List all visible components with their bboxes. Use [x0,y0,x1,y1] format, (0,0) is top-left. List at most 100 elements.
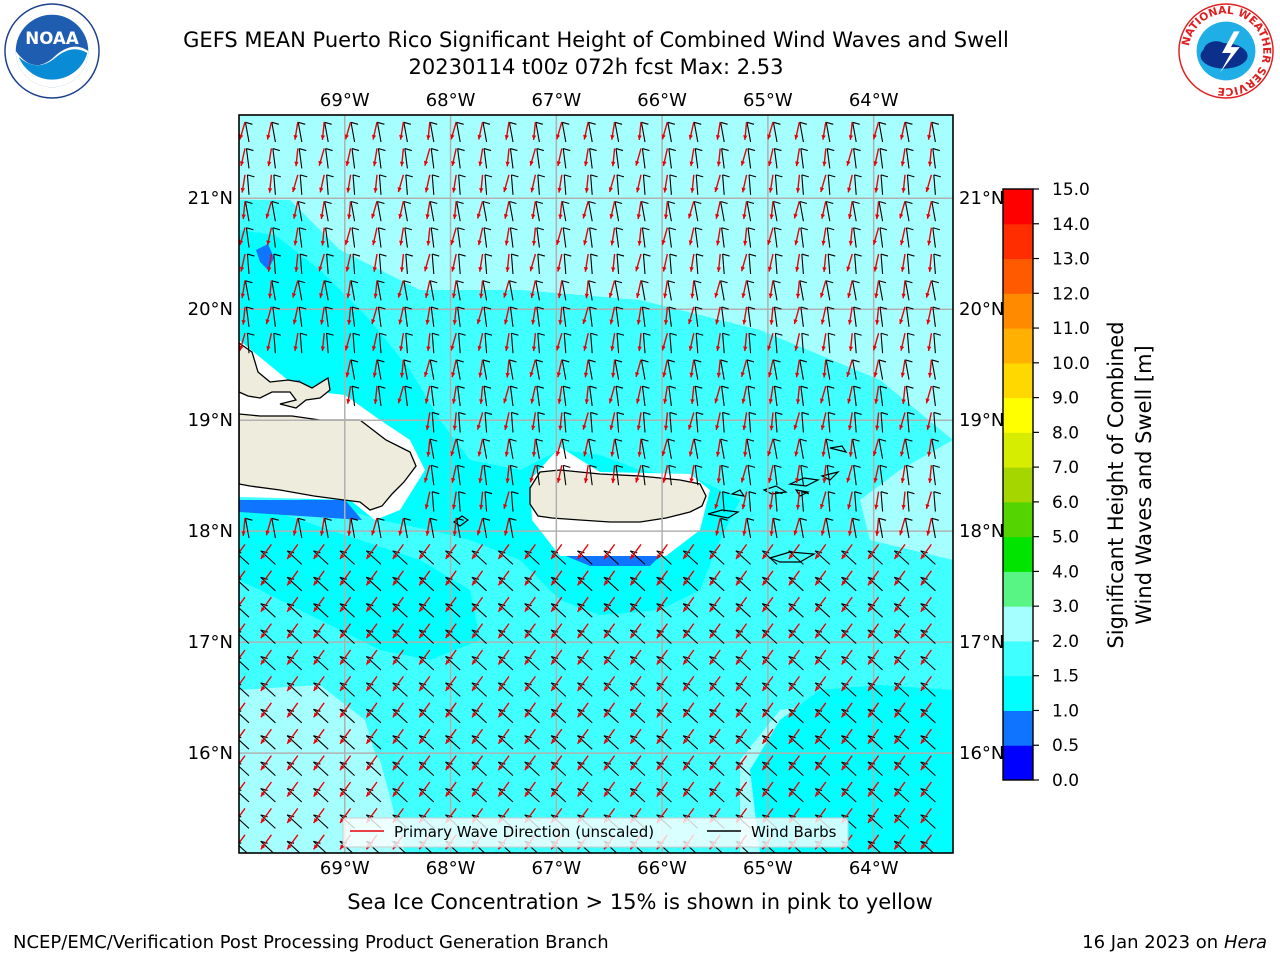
wind-barb-flag [524,629,532,633]
wave-arrow-head [709,554,715,559]
wave-arrow-head [768,187,774,193]
wind-barb [324,518,329,539]
wind-barb-flag [431,306,439,310]
wind-barb [893,603,910,618]
wind-barb [536,465,540,486]
wind-barb [799,359,804,380]
colorbar-swatch [1003,293,1033,329]
wind-barb-flag [483,227,492,231]
wind-barb-flag [709,814,717,818]
wind-barb-flag [906,385,914,389]
wave-arrow-head [820,319,825,325]
wind-barb-flag [352,253,361,257]
wave-arrow-head [736,633,741,639]
wave-arrow-head [318,160,323,166]
wind-barb-flag [695,306,703,310]
wind-barb-flag [905,280,913,284]
wind-barb-flag [432,491,440,495]
wave-arrow-head [795,478,800,483]
wind-barb [722,333,725,354]
wind-barb [656,576,672,592]
wind-barb-flag [260,708,268,712]
wind-barb [772,439,778,459]
wind-barb [615,227,620,248]
wind-barb-flag [271,121,279,125]
colorbar-tick-label: 12.0 [1052,284,1090,304]
wind-barb-flag [286,576,295,580]
wind-barb-flag [709,682,717,686]
wind-barb-flag [920,840,928,844]
wind-barb [497,576,514,592]
wave-arrow-head [260,659,266,665]
wave-arrow-head [762,791,767,797]
wind-barb [429,518,435,539]
wave-arrow-head [868,712,873,718]
wind-barb-flag [510,385,518,389]
wave-arrow-head [741,187,746,193]
wind-barb [403,280,408,301]
wind-barb [905,465,910,486]
wave-arrow-head [847,425,853,431]
wave-arrow-head [582,213,587,219]
wind-barb-flag [260,787,268,792]
wind-barb-flag [498,708,506,712]
wind-barb-flag [905,517,913,521]
wind-barb [603,603,619,618]
wind-barb [814,682,831,697]
wave-arrow-head [743,135,748,140]
wind-barb-flag [920,655,928,660]
wave-arrow-head [287,580,292,586]
lon-label-bottom: 67°W [531,858,581,879]
wind-barb [879,465,884,486]
wave-arrow-head [583,451,588,457]
wind-barb-flag [643,411,651,415]
wind-barb-flag [536,385,544,389]
wind-barb-flag [286,708,295,712]
wind-barb [550,708,567,724]
wind-barb [524,603,540,618]
wave-arrow-head [819,398,825,404]
wind-barb [656,629,672,645]
wind-barb [239,818,250,829]
wind-barb-flag [457,464,465,468]
wind-barb [376,201,382,222]
wave-arrow-head [848,135,854,140]
wind-barb-flag [246,306,254,310]
wind-barb-flag [748,174,757,178]
wind-barb [324,201,329,222]
wind-barb-flag [404,385,412,389]
wave-arrow-head [392,659,398,665]
wind-barb-flag [392,655,400,660]
wind-barb-flag [403,280,411,284]
wave-arrow-head [637,452,642,457]
wind-barb-flag [695,464,703,468]
wind-barb-flag [721,227,729,231]
wind-barb-flag [271,200,279,205]
wind-barb [299,174,303,195]
wave-arrow-head [715,425,720,430]
wind-barb-flag [537,411,545,415]
wind-barb [931,201,936,222]
wind-barb [682,761,699,777]
wave-arrow-head [503,503,508,509]
wind-barb [800,227,804,248]
wave-arrow-head [313,580,319,586]
wind-barb-flag [313,655,321,660]
wind-barb [629,788,646,803]
wind-barb [853,148,857,169]
wind-barb-flag [696,411,704,415]
wave-arrow-head [709,712,715,718]
wave-arrow-head [656,554,662,559]
wind-barb [668,306,672,327]
wave-arrow-head [894,633,899,639]
colorbar-tick-label: 0.5 [1052,736,1079,756]
wind-barb-flag [432,411,440,415]
wind-barb [483,227,488,248]
wind-barb-flag [379,332,387,336]
wind-barb [641,227,646,248]
wave-arrow-head [445,712,451,718]
wave-arrow-head [313,606,319,612]
wind-barb-flag [894,550,902,554]
wave-arrow-head [583,134,588,140]
wave-arrow-head [604,580,609,586]
